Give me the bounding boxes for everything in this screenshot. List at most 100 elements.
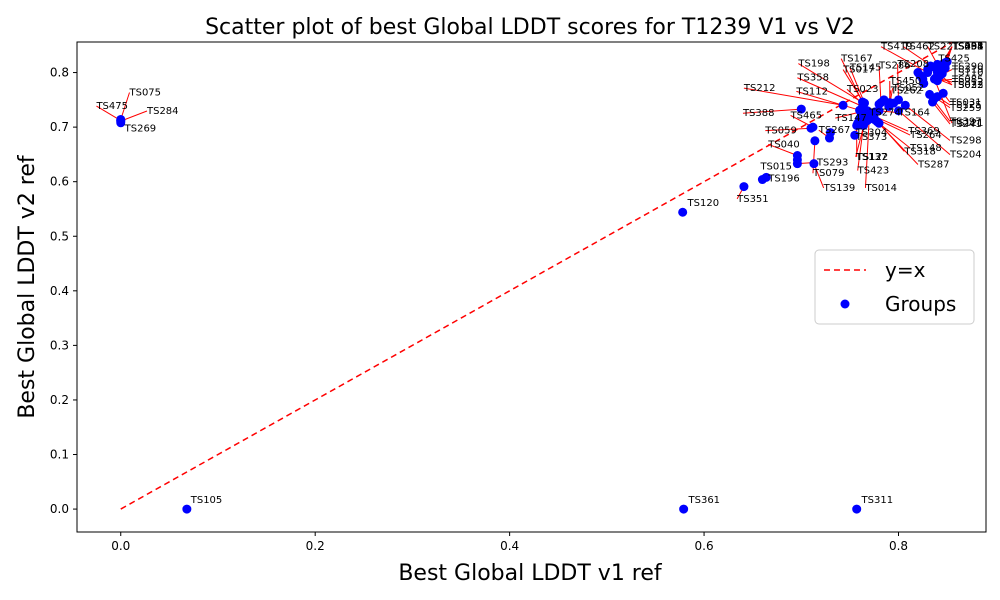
y-tick-label: 0.8 [50,66,69,80]
data-point [850,130,860,140]
data-point-ts351 [739,182,749,192]
point-label-ts298: TS298 [949,135,982,146]
point-label-ts293: TS293 [816,157,849,168]
point-label-ts022: TS022 [951,80,984,91]
point-label-ts145: TS145 [849,62,882,73]
point-label-ts147: TS147 [834,113,867,124]
label-connector [880,46,928,73]
point-label-ts450: TS450 [889,76,922,87]
legend: y=x Groups [814,249,975,325]
x-tick-label: 0.4 [500,539,519,553]
x-tick-label: 0.6 [695,539,714,553]
point-label-ts164: TS164 [898,108,931,119]
data-point-ts311 [852,504,862,514]
data-point [919,78,929,88]
point-label-ts475: TS475 [95,101,128,112]
label-connector [878,65,882,103]
point-label-ts120: TS120 [687,198,720,209]
point-label-ts121: TS121 [951,118,984,129]
point-label-ts494: TS494 [951,42,984,53]
point-label-ts361: TS361 [688,495,721,506]
plot-frame [76,41,987,533]
data-point-ts120 [678,207,688,217]
point-label-ts196: TS196 [767,174,800,185]
point-label-ts462: TS462 [902,42,935,53]
point-label-ts139: TS139 [823,183,856,194]
data-point-ts361 [679,504,689,514]
point-label-ts167: TS167 [840,54,873,65]
point-label-ts235: TS235 [951,42,984,53]
point-label-ts212: TS212 [743,83,776,94]
data-point-ts031 [938,88,948,98]
legend-box [814,249,975,325]
label-connector [765,127,812,132]
point-label-ts425: TS425 [937,54,970,65]
point-label-ts262: TS262 [890,85,923,96]
point-label-ts287: TS287 [917,160,950,171]
point-label-ts031: TS031 [949,97,982,108]
point-label-ts269: TS269 [124,123,157,134]
point-label-ts055: TS055 [951,42,984,53]
data-point-ts145 [859,98,869,108]
point-label-ts264: TS264 [909,130,942,141]
data-point-ts286 [876,98,886,108]
y-tick-label: 0.0 [50,502,69,516]
point-label-ts318: TS318 [903,146,936,157]
label-connector [857,125,864,171]
point-label-ts388: TS388 [742,108,775,119]
point-label-ts351: TS351 [736,194,769,205]
data-point-ts267 [824,133,834,143]
label-connector [797,77,863,107]
data-point [915,70,925,80]
data-point-ts040 [792,150,802,160]
label-connector [742,108,802,114]
point-label-ts290: TS290 [951,61,984,72]
point-label-ts331: TS331 [951,42,984,53]
point-label-ts465: TS465 [790,110,823,121]
data-point-ts121 [929,74,939,84]
point-label-ts033: TS033 [951,80,984,91]
point-label-ts286: TS286 [878,61,911,72]
point-label-ts221: TS221 [927,42,960,53]
label-connector [796,90,860,111]
point-label-ts419: TS419 [880,42,913,53]
label-connector [904,104,951,141]
chart-title: Scatter plot of best Global LDDT scores … [205,15,855,40]
point-label-ts423: TS423 [857,166,890,177]
label-connector [849,67,865,104]
point-label-ts311: TS311 [861,495,894,506]
data-point-ts293 [792,159,802,169]
x-tick-label: 0.2 [306,539,325,553]
data-point-ts204 [894,106,904,116]
point-label-ts017: TS017 [842,65,875,76]
y-tick-label: 0.2 [50,393,69,407]
label-connector [842,69,864,103]
point-label-ts122: TS122 [856,152,889,163]
x-axis-label: Best Global LDDT v1 ref [398,561,663,586]
data-point-ts408 [934,63,944,73]
point-label-ts358: TS358 [796,73,829,84]
label-connector [768,143,798,156]
axes: 0.0 0.2 0.4 0.6 0.8 0.0 0.1 0.2 0.3 0.4 0.5 0.6 0.7 0… [50,41,987,553]
data-point-ts105 [182,504,192,514]
point-label-ts085: TS085 [951,74,984,85]
data-point-ts139 [809,159,819,169]
point-label-ts125: TS125 [949,100,982,111]
x-tick-label: 0.8 [889,539,908,553]
data-point-ts419 [923,68,933,78]
label-connector [864,116,870,188]
label-connector [934,78,953,124]
point-label-ts040: TS040 [767,139,800,150]
data-point-ts274 [859,106,869,116]
point-label-ts110: TS110 [951,67,984,78]
point-label-ts059: TS059 [764,126,797,137]
reference-line-y-equals-x [120,42,955,510]
legend-label: y=x [885,258,926,282]
data-point-ts208 [894,95,904,105]
point-label-ts259: TS259 [949,103,982,114]
label-connector [743,87,844,106]
data-point-ts269 [116,118,126,128]
point-label-ts208: TS208 [897,59,930,70]
